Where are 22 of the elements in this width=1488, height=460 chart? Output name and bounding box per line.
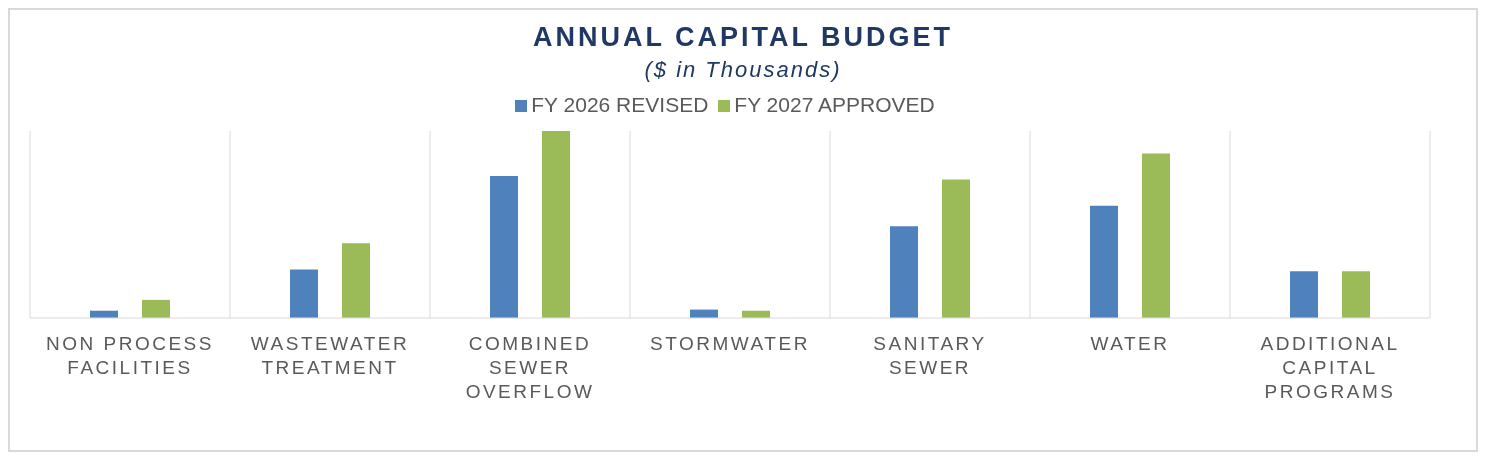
x-tick-label: WASTEWATER TREATMENT — [250, 333, 410, 378]
x-tick-label: NON PROCESS FACILITIES — [46, 333, 214, 378]
chart-title: ANNUAL CAPITAL BUDGET — [532, 22, 954, 53]
bar — [290, 269, 318, 318]
bar — [1290, 271, 1318, 318]
bar — [1142, 153, 1170, 318]
bar — [542, 131, 570, 318]
bar — [890, 226, 918, 318]
legend-label: FY 2027 APPROVED — [734, 93, 935, 116]
x-tick-label: WATER — [1090, 333, 1170, 354]
x-tick-label: ADDITIONAL CAPITAL PROGRAMS — [1260, 333, 1400, 402]
bar — [342, 243, 370, 318]
bar — [142, 299, 170, 318]
bar — [1342, 271, 1370, 318]
bar — [490, 175, 518, 318]
bar — [942, 179, 970, 318]
x-tick-label: SANITARY SEWER — [873, 333, 987, 378]
bar — [1090, 205, 1118, 318]
legend-label: FY 2026 REVISED — [531, 93, 709, 116]
chart-subtitle: ($ in Thousands) — [643, 57, 843, 83]
x-tick-label: COMBINED SEWER OVERFLOW — [465, 333, 595, 402]
x-tick-label: STORMWATER — [650, 333, 810, 354]
